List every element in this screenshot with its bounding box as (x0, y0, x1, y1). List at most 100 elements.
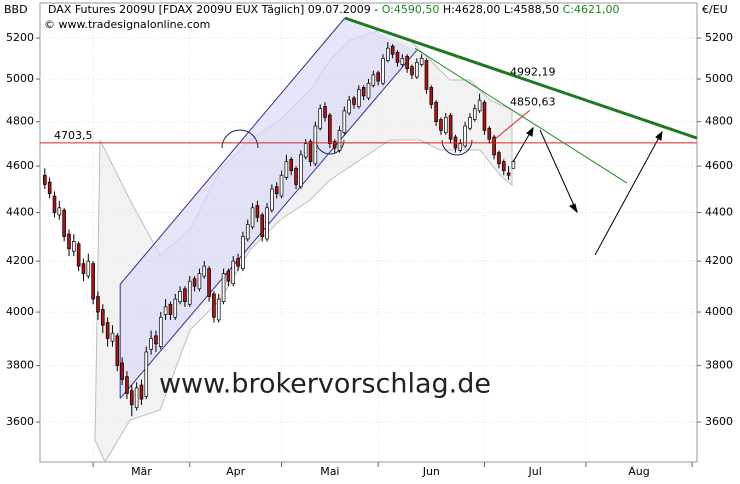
channel-line (119, 17, 346, 285)
candle-body (241, 236, 245, 269)
x-tick-label: Jun (422, 465, 440, 478)
candle-body (168, 303, 173, 316)
candle-body (154, 335, 158, 345)
trendline (344, 16, 698, 140)
header-open: O:4590,50 (382, 3, 440, 16)
arrow-head (655, 130, 663, 141)
candle-body (477, 99, 482, 112)
candle-body (192, 278, 197, 287)
candle-body (337, 130, 342, 151)
y-tick-label-right: 3600 (705, 415, 733, 428)
y-tick-label-right: 5000 (705, 72, 733, 85)
candle-body (308, 141, 313, 162)
arrows (512, 126, 663, 256)
candle-body (96, 296, 100, 313)
candle-body (357, 89, 361, 107)
trendline (414, 47, 628, 184)
candle-body (129, 390, 134, 406)
candle-body (265, 207, 269, 240)
trendline (489, 109, 531, 144)
candle-body (207, 268, 211, 297)
candle-body (328, 114, 332, 145)
candle-body (178, 291, 182, 303)
candle-body (395, 51, 400, 63)
candle-body (468, 116, 472, 129)
candle-body (390, 45, 395, 55)
candle-body (448, 114, 453, 140)
candle-body (410, 66, 414, 76)
candle-body (361, 87, 366, 97)
candle-body (158, 316, 163, 347)
y-tick-label: 4200 (6, 254, 34, 267)
candle-body (429, 87, 434, 105)
candle-body (439, 119, 443, 131)
candle-body (424, 60, 429, 90)
candle-body (511, 161, 516, 169)
y-tick-label-right: 4200 (705, 254, 733, 267)
y-tick-label-right: 4400 (705, 206, 733, 219)
candle-body (197, 273, 202, 290)
arrow (539, 129, 578, 213)
candle-body (72, 241, 76, 252)
copyright: © www.tradesignalonline.com (44, 18, 210, 31)
candle-body (57, 207, 62, 216)
candle-body (294, 168, 298, 185)
candle-body (472, 108, 477, 120)
header-title: DAX Futures 2009U [FDAX 2009U EUX Täglic… (48, 3, 378, 16)
candle-body (91, 263, 95, 300)
candle-body (279, 174, 284, 197)
candle-body (52, 195, 57, 213)
candle-body (245, 224, 250, 240)
candle-body (226, 270, 231, 282)
horizontal-line-label: 4703,5 (54, 129, 93, 142)
candle-body (289, 158, 294, 172)
y-axis-label-left: BBD (4, 3, 28, 16)
candle-body (101, 309, 105, 326)
candle-body (144, 351, 149, 397)
header-close: C:4621,00 (563, 3, 620, 16)
y-axis-label-right: €/EU (702, 3, 728, 16)
y-tick-label-right: 4800 (705, 115, 733, 128)
candle-body (299, 154, 303, 188)
candle-body (458, 143, 463, 151)
candle-body (212, 293, 216, 318)
candle-body (221, 273, 226, 303)
candle-body (255, 205, 260, 218)
candle-body (497, 152, 501, 165)
candle-body (482, 101, 487, 131)
y-tick-label: 4000 (6, 305, 34, 318)
candle-body (173, 298, 178, 318)
candle-body (347, 99, 351, 114)
candle-body (501, 161, 506, 172)
candle-body (405, 55, 409, 70)
candle-body (284, 161, 289, 178)
candle-body (67, 233, 71, 250)
candle-body (443, 116, 448, 133)
header-high-low: H:4628,00 L:4588,50 (443, 3, 559, 16)
candle-body (342, 110, 347, 133)
candle-body (366, 82, 371, 99)
candle-body (415, 62, 419, 78)
candle-body (236, 258, 240, 267)
circle-mark (221, 129, 259, 149)
y-tick-label: 3600 (6, 415, 34, 428)
candle-body (139, 384, 144, 400)
circle-mark (441, 139, 473, 156)
y-tick-label: 4600 (6, 159, 34, 172)
candle-body (381, 58, 385, 84)
y-tick-label-right: 4000 (705, 305, 733, 318)
candle-body (463, 125, 467, 147)
x-tick-label: Jul (528, 465, 542, 478)
arrow (594, 131, 663, 256)
y-tick-label-right: 3800 (705, 359, 733, 372)
x-tick-label: Mär (131, 465, 152, 478)
candle-body (43, 174, 47, 185)
candle-body (149, 338, 153, 350)
candle-body (110, 332, 115, 342)
candle-body (76, 243, 81, 267)
header: DAX Futures 2009U [FDAX 2009U EUX Täglic… (48, 3, 620, 16)
candle-body (332, 141, 337, 149)
candle-body (506, 172, 511, 176)
trendline-label: 4850,63 (510, 96, 556, 109)
